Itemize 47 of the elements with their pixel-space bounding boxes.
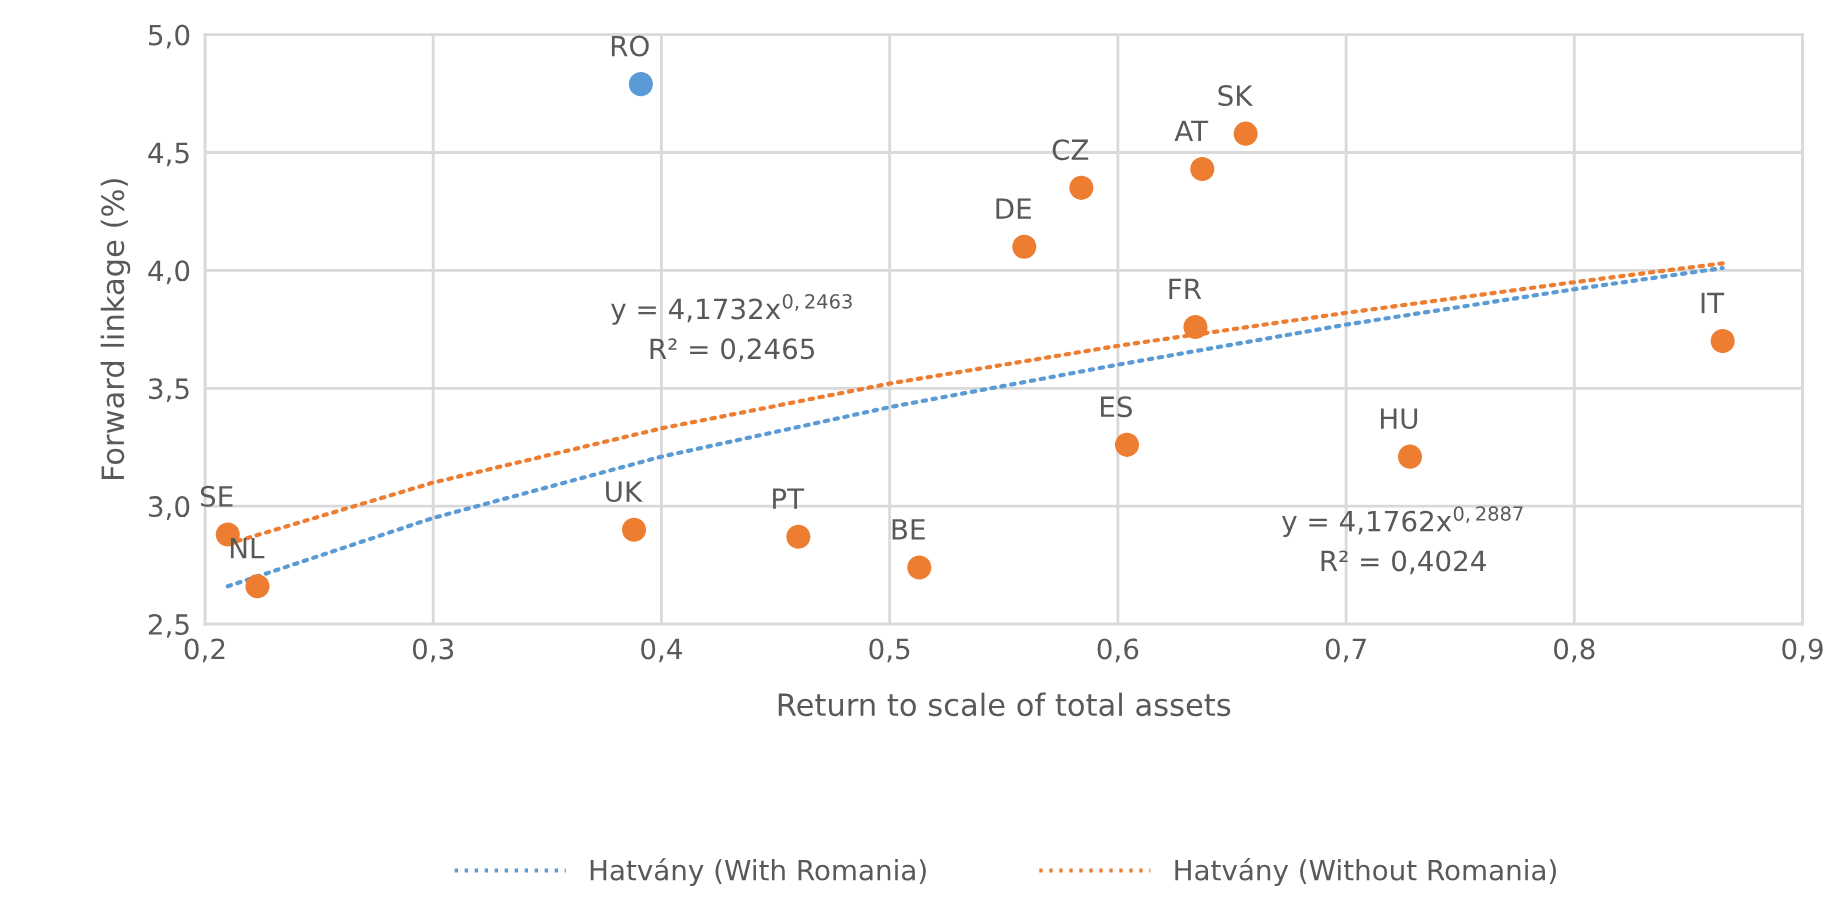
x-tick-label: 0,8 xyxy=(1554,638,1595,663)
point xyxy=(1233,121,1258,146)
legend-label: Hatvány (Without Romania) xyxy=(1175,858,1556,886)
point xyxy=(786,524,811,549)
x-tick-label: 0,4 xyxy=(641,638,682,663)
x-tick-label: 0,6 xyxy=(1097,638,1139,663)
annotation: AT xyxy=(1174,120,1209,142)
legend-label: Hatvány (With Romania) xyxy=(590,858,926,886)
annotation: IT xyxy=(1701,292,1725,314)
x-tick-label: 0,2 xyxy=(184,638,225,663)
point xyxy=(245,574,270,599)
text: y = 4,1732x$^{0,2463}$ R² = 0,2465 xyxy=(611,294,852,363)
annotation: SK xyxy=(1218,85,1254,107)
point xyxy=(628,72,653,97)
point xyxy=(1183,314,1208,339)
annotation: PT xyxy=(773,488,805,509)
annotation: HU xyxy=(1381,408,1418,430)
annotation: NL xyxy=(230,538,265,559)
point xyxy=(1012,234,1037,259)
x-tick-label: 0,5 xyxy=(869,638,910,663)
annotation: FR xyxy=(1169,278,1202,299)
annotation: SE xyxy=(200,485,233,507)
point xyxy=(1114,432,1140,457)
text: y = 4,1762x$^{0,2887}$ R² = 0,4024 xyxy=(1282,506,1523,575)
x-tick-label: 0,7 xyxy=(1325,638,1366,663)
y-tick-label: 2,5 xyxy=(148,613,189,638)
y-tick-label: 3,0 xyxy=(149,496,190,520)
annotation: UK xyxy=(606,481,643,503)
y-tick-label: 4,5 xyxy=(148,142,189,167)
annotation: ES xyxy=(1101,396,1132,418)
y-tick-label: 5,0 xyxy=(149,24,190,49)
x-tick-label: 0,9 xyxy=(1782,638,1823,663)
x-axis-title: Return to scale of total assets xyxy=(778,692,1231,717)
y-tick-label: 3,5 xyxy=(149,378,189,403)
x-tick-label: 0,3 xyxy=(412,638,454,663)
point xyxy=(1069,175,1094,200)
point xyxy=(622,517,647,542)
annotation: BE xyxy=(892,519,925,540)
point xyxy=(907,555,932,580)
annotation: CZ xyxy=(1052,139,1089,161)
annotation: DE xyxy=(996,198,1031,219)
annotation: RO xyxy=(611,35,649,57)
point xyxy=(1397,444,1423,469)
point xyxy=(1190,156,1215,182)
point xyxy=(1710,329,1735,354)
y-tick-label: 4,0 xyxy=(148,260,190,285)
y-axis-title: Forward linkage (%) xyxy=(100,179,131,480)
